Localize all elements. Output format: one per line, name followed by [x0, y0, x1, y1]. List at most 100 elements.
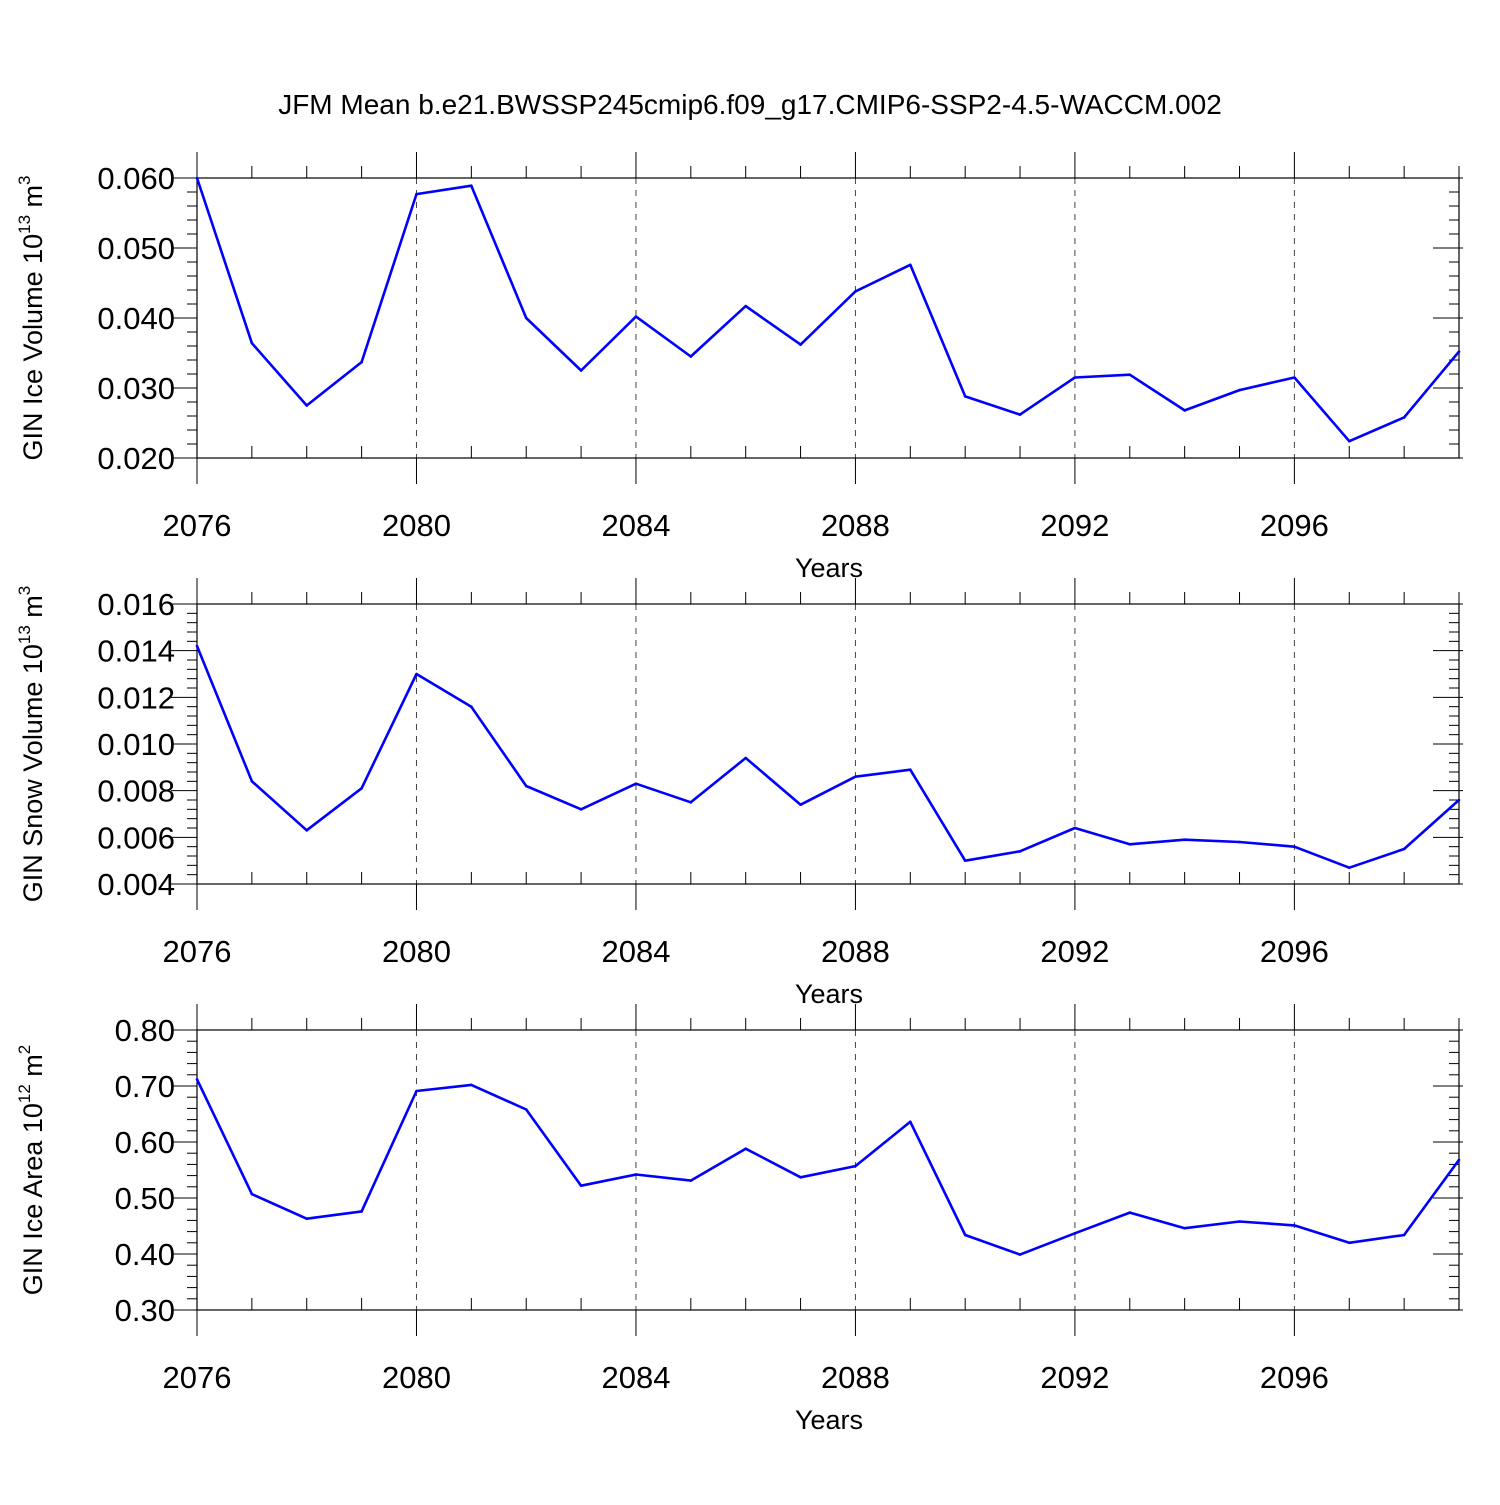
data-point [744, 304, 747, 308]
x-axis-label: Years [795, 979, 863, 1009]
x-tick-label: 2092 [1040, 1360, 1109, 1395]
x-tick-label: 2080 [382, 934, 451, 969]
plot-frame [196, 1029, 1460, 1311]
x-tick-label: 2084 [601, 934, 670, 969]
x-tick-label: 2084 [601, 1360, 670, 1395]
x-tick-label: 2096 [1260, 508, 1329, 543]
data-point [963, 395, 967, 398]
data-point [854, 775, 857, 778]
y-axis-label: GIN Ice Area 1012 m2 [15, 1045, 48, 1296]
data-point [1183, 409, 1186, 412]
data-point [1128, 843, 1132, 846]
y-tick-label: 0.30 [115, 1293, 175, 1328]
panel-3: 0.30 0.40 0.50 0.60 0.70 0.80 2076 2080 2084 2088… [15, 1004, 1463, 1435]
y-tick-label: 0.040 [97, 301, 175, 336]
data-point [250, 341, 254, 345]
data-point [415, 672, 418, 676]
data-point [689, 1179, 693, 1182]
data-point [524, 1108, 528, 1111]
x-tick-label: 2092 [1040, 508, 1109, 543]
data-point [634, 1173, 638, 1176]
data-point [305, 404, 309, 407]
x-tick-label: 2092 [1040, 934, 1109, 969]
data-point [195, 176, 199, 180]
y-tick-label: 0.016 [97, 587, 175, 622]
y-tick-label: 0.70 [115, 1069, 175, 1104]
x-tick-label: 2084 [601, 508, 670, 543]
data-point [250, 780, 254, 783]
x-tick-label: 2076 [163, 934, 232, 969]
data-point [415, 192, 418, 196]
y-tick-label: 0.014 [97, 634, 175, 669]
y-tick-label: 0.030 [97, 371, 175, 406]
data-point [1073, 376, 1077, 379]
data-point [470, 705, 473, 708]
data-point [1183, 838, 1186, 841]
y-tick-label: 0.010 [97, 727, 175, 762]
data-point [799, 803, 802, 806]
data-point [634, 782, 638, 785]
data-point [579, 369, 583, 372]
y-tick-label: 0.060 [97, 161, 175, 196]
y-tick-label: 0.80 [115, 1013, 175, 1048]
series-line [195, 177, 1460, 443]
data-point [1347, 1241, 1351, 1245]
data-point [689, 801, 693, 804]
panel-1: 0.020 0.030 0.040 0.050 0.060 2076 2080 2084 208… [15, 152, 1463, 583]
x-tick-label: 2076 [163, 1360, 232, 1395]
y-axis-label: GIN Ice Volume 1013 m3 [15, 175, 48, 460]
data-point [634, 315, 638, 318]
data-point [305, 829, 309, 832]
data-point [1457, 1158, 1461, 1162]
series-line [195, 1078, 1461, 1256]
y-tick-label: 0.020 [97, 441, 175, 476]
data-point [360, 1210, 363, 1213]
data-point [689, 355, 693, 358]
x-axis-label: Years [795, 553, 863, 583]
y-tick-label: 0.004 [97, 867, 175, 902]
data-point [415, 1089, 418, 1093]
x-tick-label: 2088 [821, 1360, 890, 1395]
data-point [579, 808, 583, 811]
data-point [1238, 388, 1241, 392]
data-point [1347, 866, 1351, 869]
data-point [524, 316, 528, 320]
data-point [1293, 1224, 1296, 1227]
panel-2: 0.004 0.006 0.008 0.010 0.012 0.014 0.016 2076 2… [15, 578, 1463, 1009]
x-tick-label: 2096 [1260, 934, 1329, 969]
data-point [1018, 850, 1022, 853]
data-point [744, 756, 747, 760]
data-point [744, 1147, 747, 1151]
y-axis-label: GIN Snow Volume 1013 m3 [15, 586, 48, 903]
series-line [195, 645, 1460, 870]
data-point [1128, 1211, 1132, 1214]
data-point [360, 787, 363, 790]
data-point [1457, 350, 1461, 353]
data-point [524, 784, 528, 788]
data-point [909, 263, 912, 267]
data-point [1073, 826, 1077, 830]
data-point [909, 1120, 912, 1124]
y-tick-label: 0.050 [97, 231, 175, 266]
data-point [305, 1217, 309, 1221]
data-point [909, 768, 912, 771]
y-tick-label: 0.006 [97, 820, 175, 855]
y-tick-label: 0.40 [115, 1237, 175, 1272]
data-point [1293, 376, 1296, 379]
y-tick-label: 0.008 [97, 774, 175, 809]
data-point [799, 1175, 802, 1179]
data-point [250, 1192, 254, 1196]
data-point [1402, 416, 1406, 419]
data-point [1402, 847, 1406, 851]
data-point [963, 859, 967, 862]
data-point [854, 290, 857, 293]
y-tick-label: 0.50 [115, 1181, 175, 1216]
data-point [854, 1164, 857, 1168]
data-point [1238, 840, 1241, 844]
x-tick-label: 2080 [382, 508, 451, 543]
data-point [470, 1083, 473, 1087]
x-axis-label: Years [795, 1405, 863, 1435]
data-point [1347, 439, 1351, 443]
